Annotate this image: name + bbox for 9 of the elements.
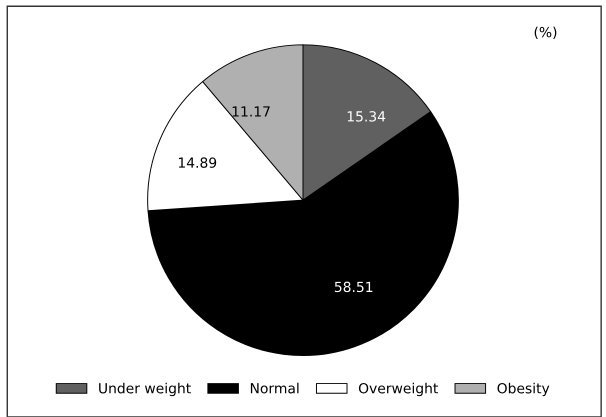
legend-label: Obesity: [497, 382, 550, 396]
data-label: 58.51: [334, 282, 372, 292]
data-label: 14.89: [178, 157, 216, 168]
data-label: 15.34: [348, 111, 386, 122]
legend-label: Overweight: [358, 382, 438, 396]
legend-label: Under weight: [99, 382, 191, 396]
data-label: 11.17: [232, 106, 270, 116]
legend-label: Normal: [250, 382, 298, 394]
text: (%): [534, 26, 556, 40]
